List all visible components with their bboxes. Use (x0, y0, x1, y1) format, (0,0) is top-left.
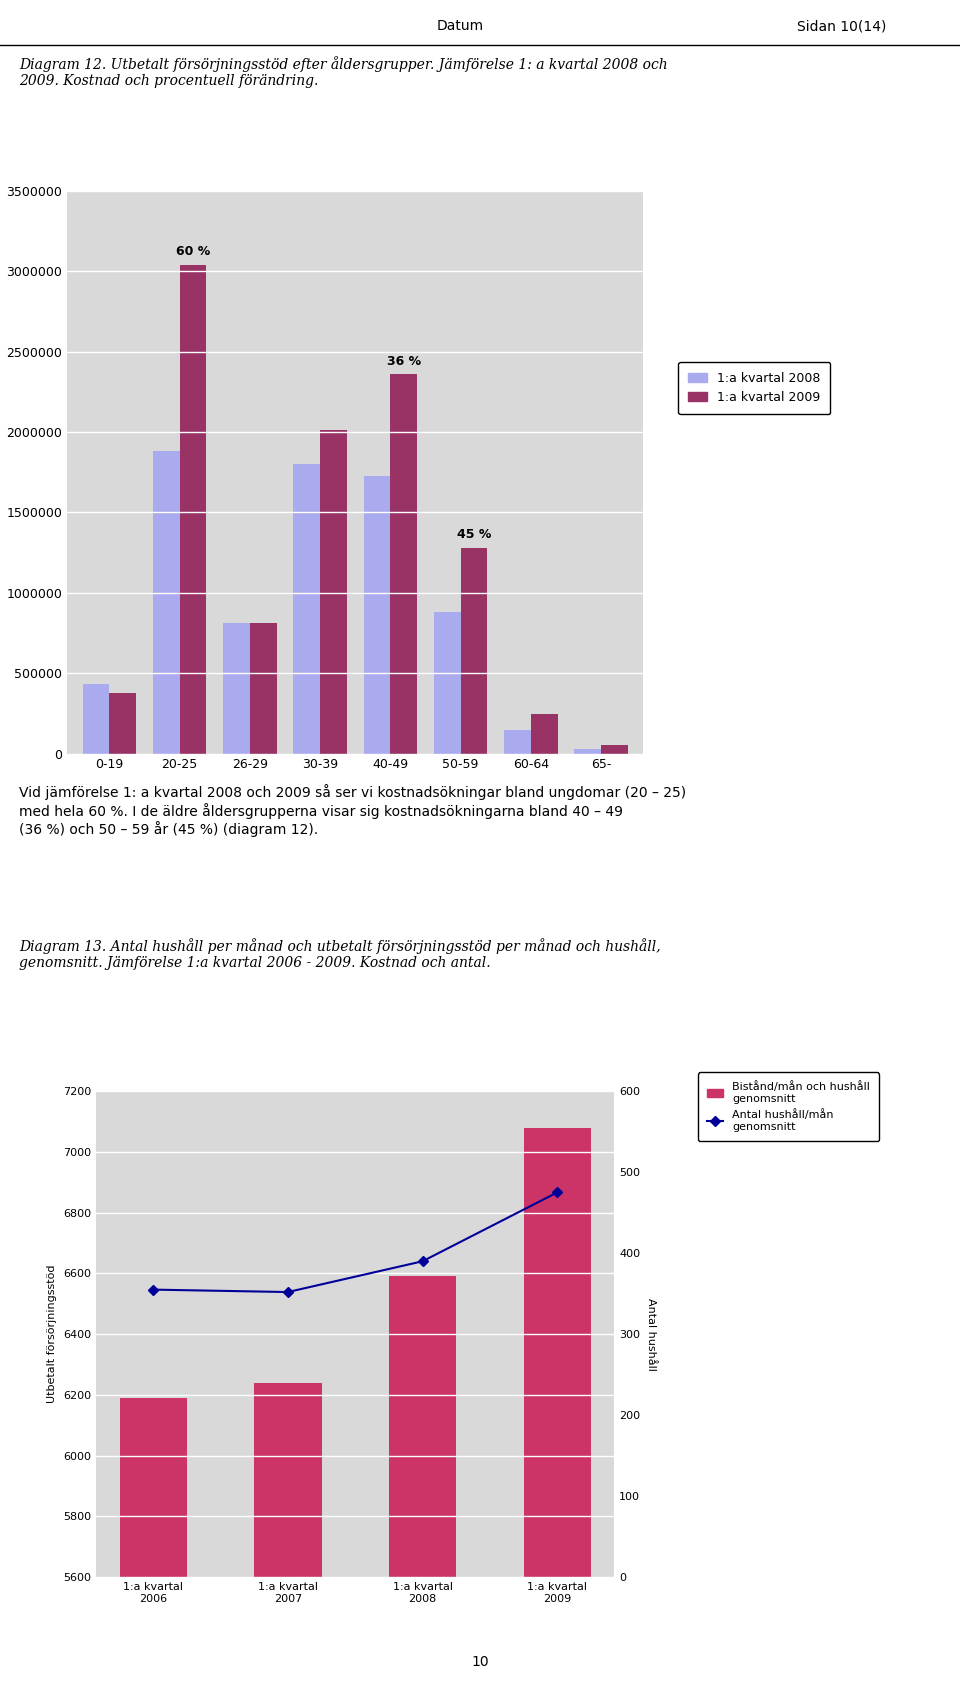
Y-axis label: Utbetalt försörjningsstöd: Utbetalt försörjningsstöd (47, 1265, 58, 1403)
Bar (294, 464, 320, 754)
Text: Vid jämförelse 1: a kvartal 2008 och 2009 så ser vi kostnadsökningar bland ungdo: Vid jämförelse 1: a kvartal 2008 och 200… (19, 784, 686, 837)
Bar (223, 624, 250, 754)
Bar (391, 373, 417, 754)
Bar (364, 476, 391, 754)
Bar (601, 745, 628, 754)
Bar (120, 1398, 187, 1705)
Bar (254, 1383, 322, 1705)
Y-axis label: Antal hushåll: Antal hushåll (646, 1298, 656, 1371)
Text: 60 %: 60 % (176, 246, 210, 259)
Text: Sidan 10(14): Sidan 10(14) (797, 19, 886, 34)
Text: 45 %: 45 % (457, 529, 492, 542)
Bar (461, 547, 488, 754)
Bar (389, 1277, 456, 1705)
Text: Diagram 12. Utbetalt försörjningsstöd efter åldersgrupper. Jämförelse 1: a kvart: Diagram 12. Utbetalt försörjningsstöd ef… (19, 56, 668, 89)
Text: Datum: Datum (437, 19, 484, 34)
Bar (153, 452, 180, 754)
Bar (574, 748, 601, 754)
Bar (434, 612, 461, 754)
Legend: Bistånd/mån och hushåll
genomsnitt, Antal hushåll/mån
genomsnitt: Bistånd/mån och hushåll genomsnitt, Anta… (698, 1072, 879, 1141)
Bar (531, 714, 558, 754)
Bar (109, 694, 136, 754)
Legend: 1:a kvartal 2008, 1:a kvartal 2009: 1:a kvartal 2008, 1:a kvartal 2009 (679, 361, 830, 414)
Text: Diagram 13. Antal hushåll per månad och utbetalt försörjningsstöd per månad och : Diagram 13. Antal hushåll per månad och … (19, 938, 660, 970)
Bar (180, 264, 206, 754)
Bar (504, 730, 531, 754)
Bar (320, 430, 347, 754)
Text: 10: 10 (471, 1656, 489, 1669)
Bar (523, 1127, 590, 1705)
Bar (83, 684, 109, 754)
Text: 36 %: 36 % (387, 355, 420, 368)
Bar (250, 622, 276, 754)
